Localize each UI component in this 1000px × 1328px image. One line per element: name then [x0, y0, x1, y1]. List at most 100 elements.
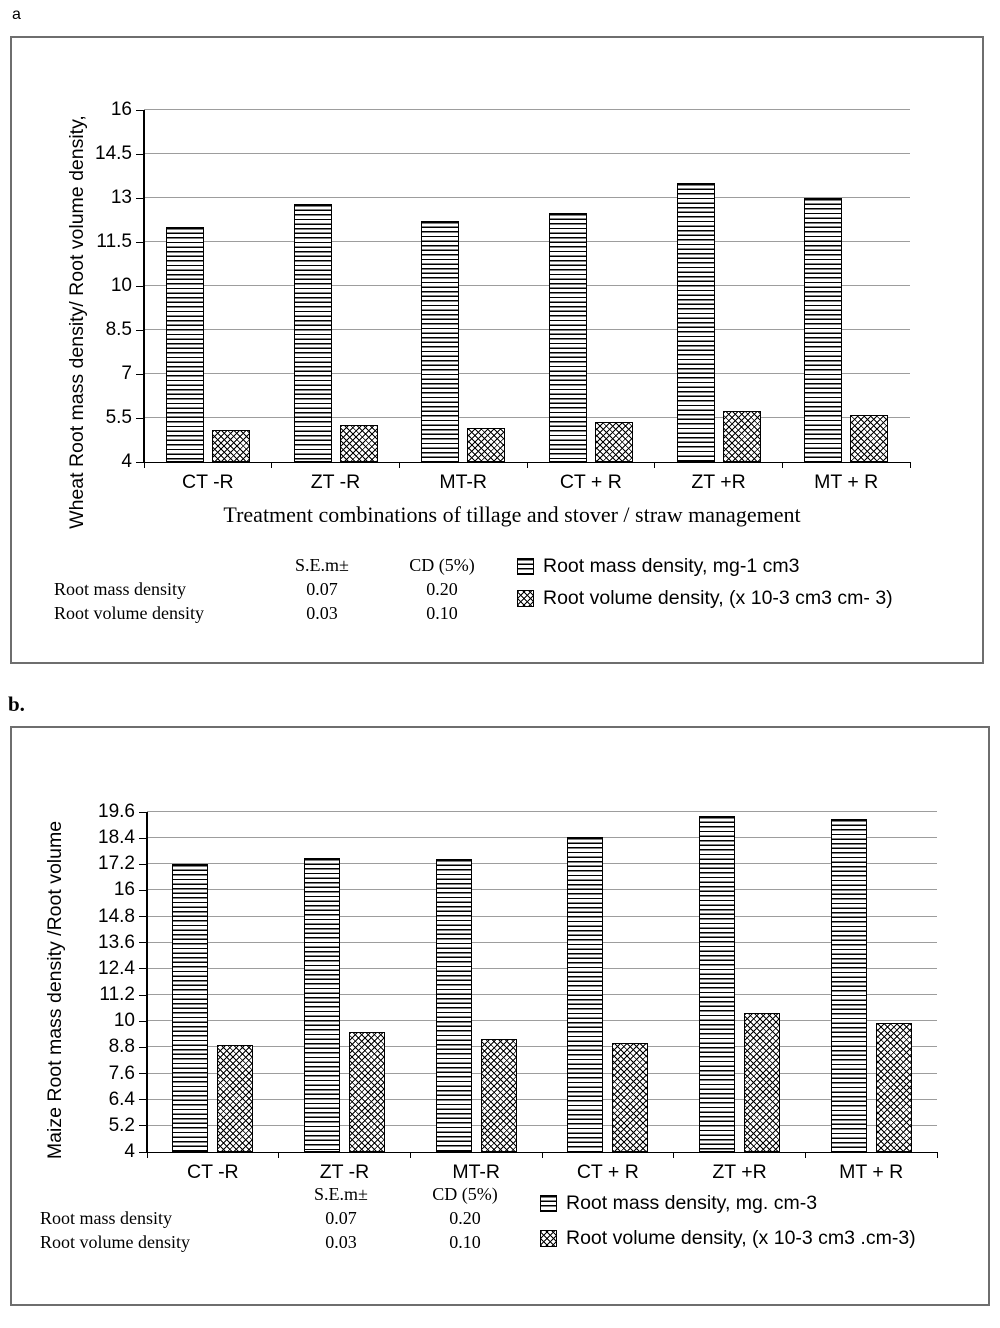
volume-bar [594, 422, 633, 462]
x-axis-line [139, 1151, 937, 1153]
mass-bar [304, 857, 340, 1152]
stats-row-label: Root volume density [40, 1232, 190, 1252]
mass-bar [165, 227, 204, 462]
y-tick-label: 8.8 [108, 1036, 135, 1058]
x-axis-tick [804, 1152, 806, 1158]
volume-bar [722, 410, 761, 462]
volume-bar [744, 1012, 780, 1152]
y-axis-tick [139, 994, 147, 996]
mass-bar [435, 858, 472, 1152]
stats-header-sem: S.E.m± [314, 1184, 368, 1204]
x-category-label: CT -R [187, 1161, 239, 1183]
panel-b-label: b. [8, 692, 25, 716]
gridline [147, 967, 937, 969]
y-axis-tick [136, 417, 144, 419]
y-tick-label: 11.2 [99, 984, 135, 1006]
x-axis-tick [398, 462, 400, 468]
y-tick-label: 19.6 [98, 801, 135, 822]
y-tick-label: 4 [121, 451, 132, 472]
y-tick-label: 13 [110, 187, 132, 208]
stats-row-label: Root mass density [40, 1208, 173, 1228]
gridline [147, 1046, 937, 1048]
gridline [147, 863, 937, 865]
stats-empty-cell [54, 554, 266, 576]
stats-cd-value: 0.10 [426, 603, 458, 623]
gridline [147, 941, 937, 943]
mass-series-swatch-icon [517, 558, 534, 575]
y-tick-label: 18.4 [98, 827, 135, 849]
y-tick-label: 4 [124, 1141, 135, 1162]
legend-item-root-volume-density: Root volume density, (x 10-3 cm3 cm- 3) [517, 587, 893, 610]
volume-bar [211, 429, 250, 462]
y-tick-label: 10 [113, 1010, 135, 1032]
y-axis-tick [136, 373, 144, 375]
chart-a-plot-area: 4 5.5 7 8.5 10 11.5 13 14.5 16 CT -R ZT -R MT-R CT +… [95, 99, 911, 493]
y-axis-tick [139, 863, 147, 865]
gridline [147, 1072, 937, 1074]
y-axis-tick [136, 109, 144, 111]
legend-item-root-mass-density: Root mass density, mg. cm-3 [540, 1192, 916, 1215]
volume-bar [875, 1023, 912, 1152]
stats-table: S.E.m± CD (5%) Root mass density 0.07 0.… [54, 554, 506, 624]
stats-header-sem: S.E.m± [295, 555, 349, 575]
mass-bar [676, 183, 715, 462]
x-category-label: ZT -R [319, 1161, 370, 1183]
y-tick-label: 13.6 [98, 931, 135, 953]
volume-bar [217, 1045, 254, 1152]
chart-b-plot-area: 4 5.2 6.4 7.6 8.8 10 11.2 12.4 13.6 14.8 16 17.2 18.… [98, 801, 938, 1183]
x-axis-tick [526, 462, 528, 468]
x-axis-tick [654, 462, 656, 468]
gridline [144, 241, 910, 242]
stats-table: S.E.m± CD (5%) Root mass density 0.07 0.… [40, 1183, 530, 1253]
gridline [147, 994, 937, 996]
x-axis-tick [909, 462, 911, 468]
gridline [147, 1124, 937, 1126]
volume-series-swatch-icon [517, 590, 534, 607]
x-axis-tick [781, 462, 783, 468]
y-axis-tick [136, 197, 144, 199]
y-axis-title: Maize Root mass density /Root volume [44, 820, 66, 1160]
stats-header-cd: CD (5%) [432, 1184, 498, 1204]
y-tick-label: 8.5 [105, 319, 132, 340]
legend: Root mass density, mg-1 cm3 Root volume … [517, 555, 893, 610]
y-axis-tick [136, 241, 144, 243]
panel-a-label: a [12, 6, 21, 23]
stats-header-cd: CD (5%) [409, 555, 475, 575]
y-tick-label: 11.5 [96, 231, 132, 252]
x-category-label: CT + R [576, 1161, 639, 1183]
mass-bar [421, 221, 460, 462]
x-category-label: MT-R [452, 1161, 500, 1183]
legend-label: Root mass density, mg-1 cm3 [543, 555, 800, 577]
gridline [147, 811, 937, 812]
stats-cd-value: 0.10 [449, 1232, 481, 1252]
x-axis-tick [146, 1152, 148, 1158]
panel-a: Wheat Root mass density/ Root volume den… [10, 36, 984, 664]
gridline [147, 1020, 937, 1022]
stats-sem-value: 0.07 [306, 579, 338, 599]
x-axis-tick [936, 1152, 938, 1158]
x-category-label: MT + R [814, 471, 879, 493]
y-tick-label: 16 [113, 879, 135, 901]
stats-sem-value: 0.07 [325, 1208, 357, 1228]
legend-label: Root volume density, (x 10-3 cm3 .cm-3) [566, 1227, 916, 1249]
gridline [144, 109, 910, 110]
y-axis-tick [139, 1046, 147, 1048]
volume-bar [850, 415, 889, 462]
mass-bar [830, 818, 867, 1152]
y-axis-tick [139, 916, 147, 918]
x-axis-line [136, 461, 910, 463]
y-tick-label: 7.6 [108, 1062, 135, 1084]
mass-bar [567, 837, 604, 1152]
gridline [147, 889, 937, 891]
y-axis-tick [139, 942, 147, 944]
y-tick-label: 6.4 [108, 1088, 135, 1110]
y-tick-label: 14.5 [95, 143, 132, 164]
gridline [144, 285, 910, 286]
y-tick-label: 12.4 [98, 957, 135, 979]
y-axis-tick [136, 153, 144, 155]
y-tick-label: 10 [110, 275, 132, 296]
y-axis-line [146, 812, 148, 1152]
volume-bar [339, 425, 378, 462]
stats-empty-cell [40, 1183, 282, 1205]
stats-row-label: Root mass density [54, 579, 187, 599]
